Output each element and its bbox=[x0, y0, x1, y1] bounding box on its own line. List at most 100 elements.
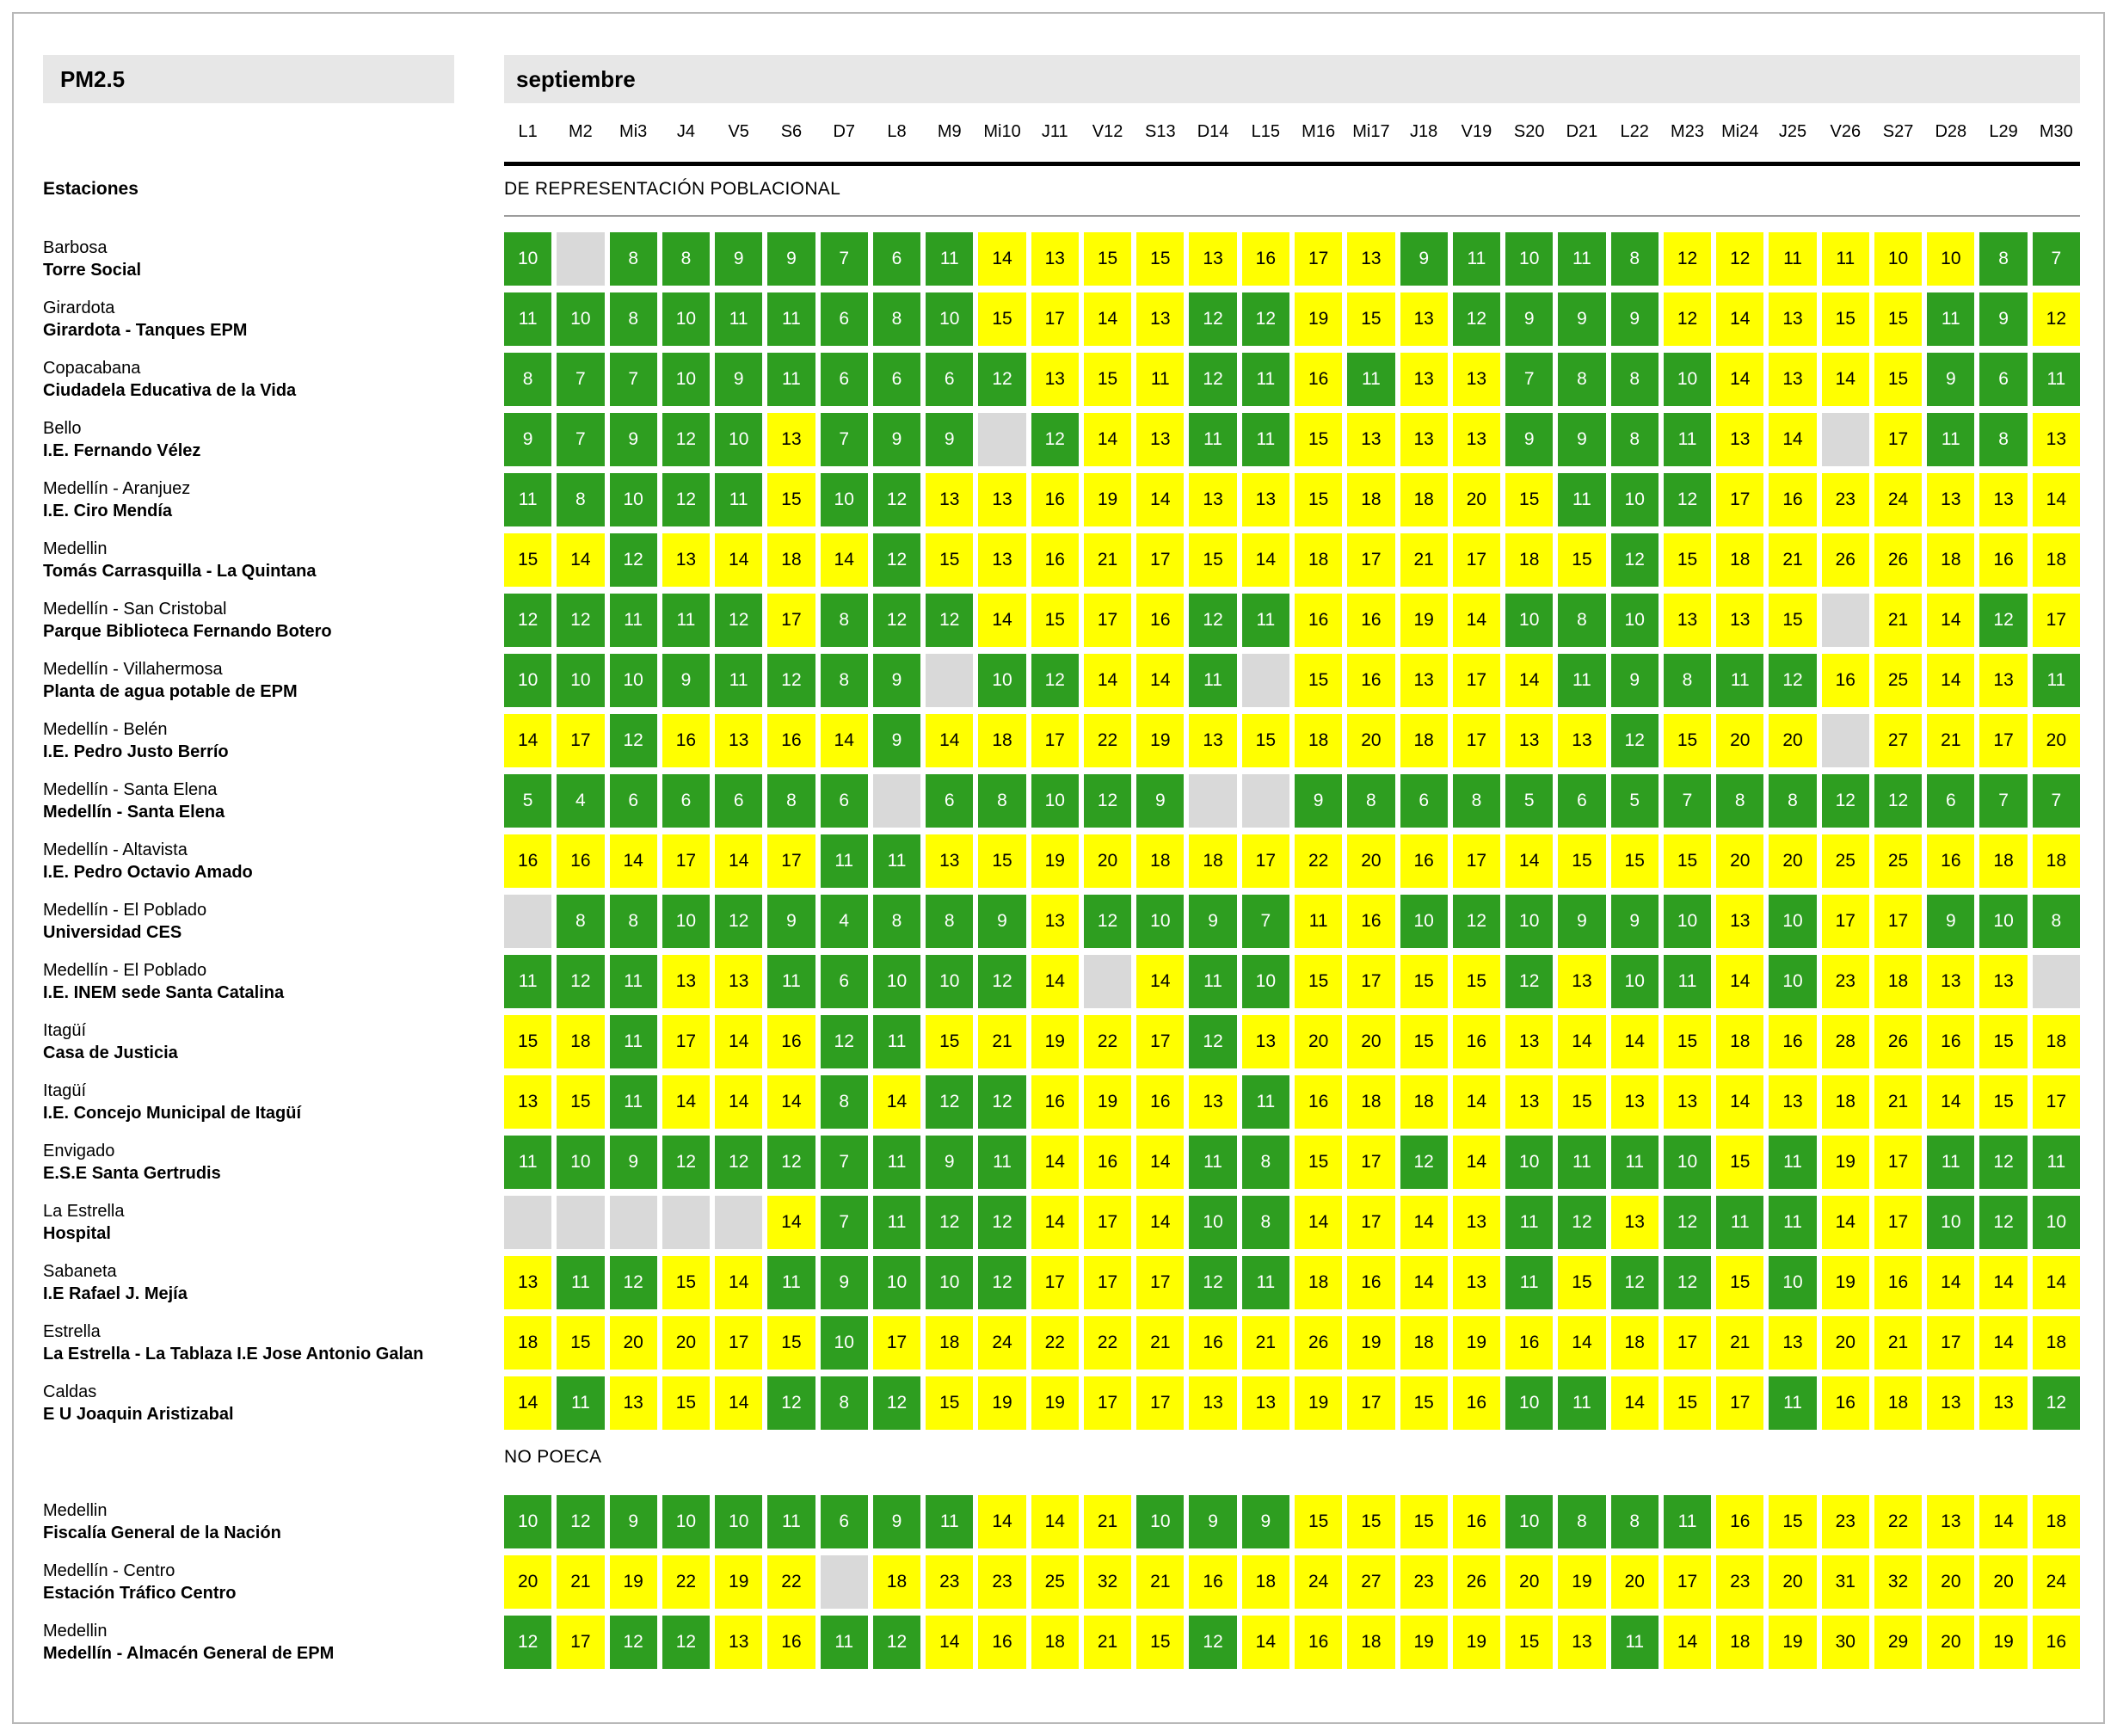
pm-value-cell: 15 bbox=[1452, 955, 1501, 1008]
pm-value-cell: 15 bbox=[767, 473, 815, 526]
pm-value-cell: 9 bbox=[504, 413, 552, 466]
pm-value-cell: 12 bbox=[872, 1376, 921, 1430]
pm-value-cell: 12 bbox=[715, 1136, 763, 1189]
pm-value-cell: 11 bbox=[978, 1136, 1026, 1189]
pm-value-cell: 21 bbox=[1136, 1555, 1185, 1609]
pm-value-cell: 16 bbox=[1716, 1495, 1764, 1548]
pm-value-cell: 15 bbox=[1294, 654, 1343, 707]
pm-value-cell: 17 bbox=[1083, 1196, 1132, 1249]
pm-value-cell: 17 bbox=[1452, 533, 1501, 587]
pm-value-cell: 13 bbox=[1716, 594, 1764, 647]
pm-value-cell: 14 bbox=[1716, 1075, 1764, 1129]
pm-value-cell: 17 bbox=[1083, 1376, 1132, 1430]
pm-value-cell: 24 bbox=[2032, 1555, 2080, 1609]
pm-value-cell: 19 bbox=[1031, 834, 1079, 888]
pm-value-cell: 11 bbox=[1241, 1256, 1289, 1309]
station-row-label: Medellín - San Cristobal Parque Bibliotec… bbox=[43, 594, 499, 647]
pm-value-cell: 14 bbox=[1136, 1136, 1185, 1189]
pm-value-cell: 9 bbox=[1558, 413, 1606, 466]
pm-value-cell: 17 bbox=[1031, 292, 1079, 346]
pm-value-cell: 10 bbox=[1505, 1495, 1554, 1548]
pm-value-cell: 7 bbox=[609, 353, 657, 406]
pm-value-cell: 12 bbox=[1769, 654, 1817, 707]
pm-value-cell: 16 bbox=[1136, 1075, 1185, 1129]
pm-value-cell: 9 bbox=[1558, 895, 1606, 948]
station-row-label: Bello I.E. Fernando Vélez bbox=[43, 413, 499, 466]
pm-value-cell: 18 bbox=[1189, 834, 1237, 888]
pm-value-cell: 9 bbox=[609, 1495, 657, 1548]
pm-value-cell: 11 bbox=[1189, 955, 1237, 1008]
pm-value-cell bbox=[1241, 774, 1289, 828]
pm-value-cell: 11 bbox=[1558, 232, 1606, 286]
pm-value-cell: 19 bbox=[1558, 1555, 1606, 1609]
pm-value-cell: 12 bbox=[557, 594, 605, 647]
pm-value-cell: 14 bbox=[1558, 1015, 1606, 1068]
pm-value-cell: 11 bbox=[1610, 1616, 1659, 1669]
pm-value-cell: 13 bbox=[715, 1616, 763, 1669]
pm-value-cell: 10 bbox=[1927, 232, 1975, 286]
pm-value-cell: 17 bbox=[1663, 1555, 1712, 1609]
pm-value-cell bbox=[609, 1196, 657, 1249]
section-title-no-poeca: NO POECA bbox=[504, 1447, 602, 1467]
pm-value-cell: 14 bbox=[1558, 1316, 1606, 1370]
pm-value-cell: 22 bbox=[662, 1555, 711, 1609]
pm-value-cell: 14 bbox=[1241, 1616, 1289, 1669]
pm-value-cell: 5 bbox=[1505, 774, 1554, 828]
pm-value-cell: 10 bbox=[1505, 232, 1554, 286]
pm-value-cell: 12 bbox=[1663, 232, 1712, 286]
pm-value-cell: 10 bbox=[1769, 955, 1817, 1008]
station-name: Casa de Justicia bbox=[43, 1043, 178, 1062]
pm-value-cell: 12 bbox=[1452, 895, 1501, 948]
pm-value-cell: 14 bbox=[926, 714, 974, 767]
pm-value-cell: 11 bbox=[609, 594, 657, 647]
station-row-label: Medellín - Altavista I.E. Pedro Octavio A… bbox=[43, 834, 499, 888]
pm-value-cell: 21 bbox=[1136, 1316, 1185, 1370]
day-column-label: J18 bbox=[1410, 122, 1438, 141]
pm-value-cell: 12 bbox=[767, 1376, 815, 1430]
pm-value-cell: 11 bbox=[1189, 413, 1237, 466]
pm-value-cell: 29 bbox=[1874, 1616, 1923, 1669]
pm-value-cell: 21 bbox=[1083, 533, 1132, 587]
pm-value-cell: 12 bbox=[557, 955, 605, 1008]
pm-value-cell: 21 bbox=[978, 1015, 1026, 1068]
pm-value-cell: 9 bbox=[872, 714, 921, 767]
pm-value-cell: 14 bbox=[1979, 1256, 2028, 1309]
pm-value-cell: 18 bbox=[1400, 473, 1448, 526]
station-location: Medellín - Aranjuez bbox=[43, 479, 191, 498]
station-row-label: Medellín - Villahermosa Planta de agua po… bbox=[43, 654, 499, 707]
pm-value-cell: 18 bbox=[1294, 714, 1343, 767]
pm-value-cell: 6 bbox=[820, 955, 868, 1008]
pm-value-cell: 6 bbox=[1979, 353, 2028, 406]
pm-value-cell: 17 bbox=[662, 834, 711, 888]
pm-value-cell: 10 bbox=[1927, 1196, 1975, 1249]
pm-value-cell: 10 bbox=[1505, 1136, 1554, 1189]
pm-value-cell: 20 bbox=[2032, 714, 2080, 767]
pm-value-cell: 13 bbox=[1505, 714, 1554, 767]
pm-value-cell: 32 bbox=[1874, 1555, 1923, 1609]
pm-value-cell: 12 bbox=[1189, 353, 1237, 406]
station-row-label: Medellín - El Poblado I.E. INEM sede Sant… bbox=[43, 955, 499, 1008]
pm-value-cell: 21 bbox=[1241, 1316, 1289, 1370]
pm-value-cell: 20 bbox=[1979, 1555, 2028, 1609]
day-column-label: M30 bbox=[2039, 122, 2073, 141]
pm-value-cell: 11 bbox=[767, 1256, 815, 1309]
pm-value-cell: 16 bbox=[1452, 1015, 1501, 1068]
pm-value-cell: 17 bbox=[1241, 834, 1289, 888]
pm-value-cell: 25 bbox=[1821, 834, 1869, 888]
pm-value-cell: 17 bbox=[1083, 1256, 1132, 1309]
pm-value-cell: 13 bbox=[715, 714, 763, 767]
pm-value-cell: 9 bbox=[1505, 292, 1554, 346]
pm-value-cell: 11 bbox=[1241, 1075, 1289, 1129]
pm-value-cell: 16 bbox=[1874, 1256, 1923, 1309]
pm-value-cell: 12 bbox=[557, 1495, 605, 1548]
pm-value-cell: 17 bbox=[1347, 1196, 1395, 1249]
pm-value-cell: 11 bbox=[2032, 654, 2080, 707]
pm-value-cell: 22 bbox=[1031, 1316, 1079, 1370]
pm-value-cell: 20 bbox=[1716, 714, 1764, 767]
station-location: Caldas bbox=[43, 1382, 97, 1401]
pm-value-cell: 8 bbox=[820, 1075, 868, 1129]
pm-value-cell: 6 bbox=[1927, 774, 1975, 828]
pm-value-cell: 15 bbox=[926, 1376, 974, 1430]
pm-value-cell: 25 bbox=[1874, 654, 1923, 707]
pm-value-cell: 7 bbox=[820, 232, 868, 286]
